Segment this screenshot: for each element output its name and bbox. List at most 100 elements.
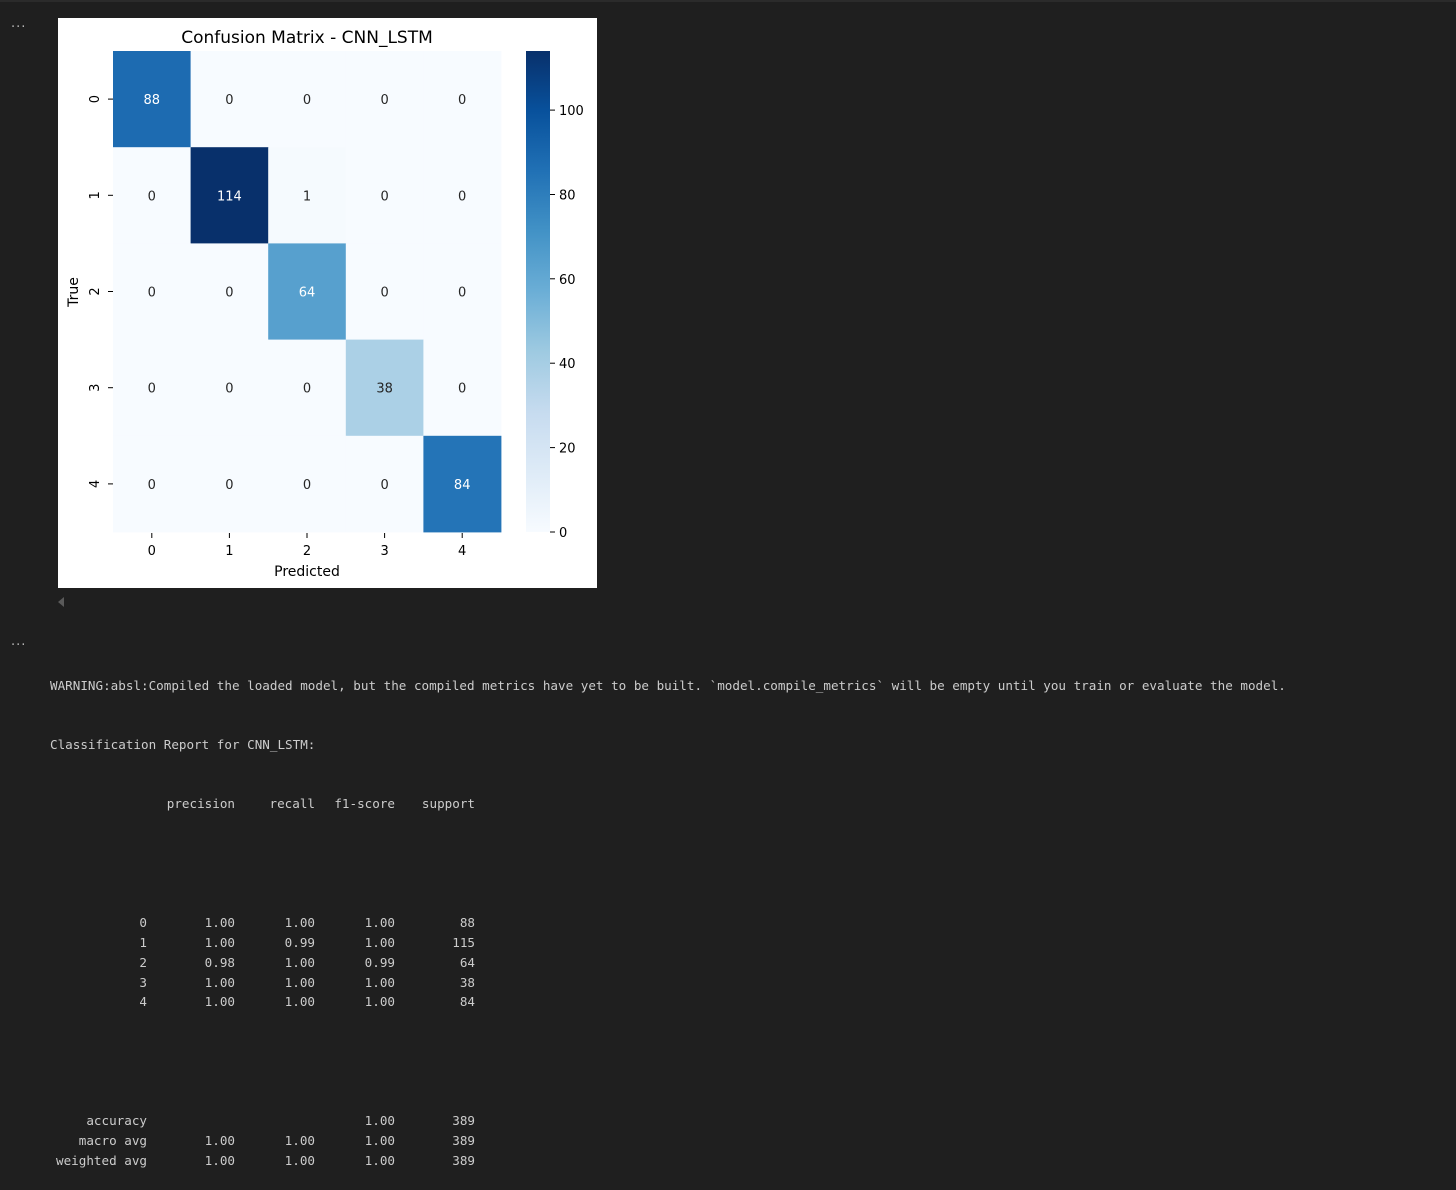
y-tick-label: 2	[88, 287, 103, 295]
cell-text-output: WARNING:absl:Compiled the loaded model, …	[50, 636, 1286, 1190]
axis-ticks: 0 1 2 3 4 0 1 2 3 4	[88, 95, 466, 559]
f1-score-value: 1.00	[364, 915, 395, 931]
chart-title: Confusion Matrix - CNN_LSTM	[181, 28, 433, 48]
report-class-row: 2 0.98 1.00 0.99 64	[50, 953, 1286, 973]
heatmap-cell-value: 38	[376, 382, 393, 397]
x-tick-label: 3	[380, 544, 388, 559]
heatmap-cell-value: 0	[225, 93, 233, 108]
f1-score-value: 1.00	[364, 1132, 395, 1148]
heatmap-cell-value: 84	[454, 478, 471, 493]
precision-value: 1.00	[204, 915, 235, 931]
precision-value: 1.00	[204, 934, 235, 950]
row-label: weighted avg	[56, 1152, 147, 1168]
heatmap-cell	[423, 147, 502, 244]
colorbar-tick-label: 40	[559, 357, 576, 372]
blank-line	[50, 854, 1286, 874]
heatmap-cell-value: 0	[458, 93, 466, 108]
colorbar-tick-label: 60	[559, 273, 576, 288]
f1-score-value: 1.00	[364, 1113, 395, 1129]
heatmap-cell	[190, 243, 269, 340]
heatmap-cell-value: 114	[217, 189, 242, 204]
precision-value: 1.00	[204, 1152, 235, 1168]
row-label: accuracy	[86, 1113, 147, 1129]
heatmap-cell	[423, 435, 502, 533]
cell-output-more-actions-icon[interactable]: ...	[11, 16, 27, 31]
heatmap-cell-value: 0	[458, 189, 466, 204]
heatmap-cell	[268, 51, 347, 148]
heatmap-cell-value: 0	[148, 382, 156, 397]
precision-value: 0.98	[204, 954, 235, 970]
f1-score-value: 1.00	[364, 974, 395, 990]
colorbar-tick-label: 100	[559, 104, 584, 119]
x-axis-label: Predicted	[274, 564, 340, 580]
report-summary-row: accuracy 1.00 389	[50, 1111, 1286, 1131]
confusion-matrix-figure: Confusion Matrix - CNN_LSTM Predicted Tr…	[58, 18, 597, 588]
support-value: 64	[459, 954, 475, 970]
blank-line	[50, 1052, 1286, 1072]
confusion-matrix-chart: Confusion Matrix - CNN_LSTM Predicted Tr…	[66, 28, 584, 580]
heatmap-cell-value: 0	[148, 478, 156, 493]
scroll-left-icon[interactable]	[58, 597, 64, 607]
recall-value: 1.00	[284, 974, 315, 990]
report-class-row: 4 1.00 1.00 1.00 84	[50, 992, 1286, 1012]
heatmap-cell	[268, 147, 347, 244]
heatmap-cell-value: 0	[225, 286, 233, 301]
report-class-row: 1 1.00 0.99 1.00 115	[50, 933, 1286, 953]
report-title: Classification Report for CNN_LSTM:	[50, 736, 316, 752]
precision-value: 1.00	[204, 994, 235, 1010]
report-summary-row: macro avg 1.00 1.00 1.00 389	[50, 1131, 1286, 1151]
header-precision: precision	[166, 796, 235, 812]
heatmap-cell-value: 0	[380, 189, 388, 204]
support-value: 115	[452, 934, 475, 950]
colorbar-tick-label: 20	[559, 442, 576, 457]
heatmap-cell	[190, 147, 269, 244]
f1-score-value: 1.00	[364, 1152, 395, 1168]
row-label: 0	[139, 915, 147, 931]
y-tick-label: 4	[88, 480, 103, 488]
f1-score-value: 0.99	[364, 954, 395, 970]
report-header-row: precision recall f1-score support	[50, 794, 1286, 814]
heatmap-cell-value: 0	[303, 478, 311, 493]
heatmap-cell-value: 0	[380, 286, 388, 301]
cell-output-more-actions-icon[interactable]: ...	[11, 634, 27, 649]
x-tick-label: 1	[225, 544, 233, 559]
support-value: 389	[452, 1152, 475, 1168]
support-value: 84	[459, 994, 475, 1010]
heatmap-cell-value: 0	[303, 93, 311, 108]
heatmap-cell	[345, 51, 424, 148]
report-summary-row: weighted avg 1.00 1.00 1.00 389	[50, 1151, 1286, 1171]
heatmap-cell	[345, 435, 424, 533]
colorbar-tick-label: 80	[559, 189, 576, 204]
heatmap-cell	[190, 435, 269, 533]
row-label: 1	[139, 934, 147, 950]
row-label: 3	[139, 974, 147, 990]
heatmap-cell-value: 0	[148, 189, 156, 204]
heatmap-cell	[190, 51, 269, 148]
f1-score-value: 1.00	[364, 934, 395, 950]
heatmap-cell	[113, 243, 191, 340]
colorbar	[526, 51, 550, 532]
recall-value: 1.00	[284, 994, 315, 1010]
support-value: 88	[459, 915, 475, 931]
row-label: 4	[139, 994, 147, 1010]
cell-top-border	[0, 0, 1456, 2]
heatmap-cell	[113, 435, 191, 533]
heatmap-cell	[423, 339, 502, 437]
recall-value: 1.00	[284, 1152, 315, 1168]
y-axis-label: True	[66, 277, 82, 308]
colorbar-ticks: 0 20 40 60 80 100	[550, 104, 584, 541]
heatmap-cell-value: 0	[225, 478, 233, 493]
x-tick-label: 2	[303, 544, 311, 559]
heatmap-cell	[190, 339, 269, 437]
header-support: support	[421, 796, 475, 812]
heatmap-cell	[268, 339, 347, 437]
heatmap-cell	[113, 51, 191, 148]
report-class-row: 3 1.00 1.00 1.00 38	[50, 973, 1286, 993]
recall-value: 1.00	[284, 915, 315, 931]
heatmap-cell	[268, 435, 347, 533]
report-summary-rows: accuracy 1.00 389 macro avg 1.00 1.00 1.00 389 w…	[50, 1111, 1286, 1170]
heatmap-cell	[345, 147, 424, 244]
heatmap-cell	[345, 339, 424, 437]
heatmap-cell-value: 64	[299, 286, 316, 301]
heatmap-cell-value: 0	[148, 286, 156, 301]
